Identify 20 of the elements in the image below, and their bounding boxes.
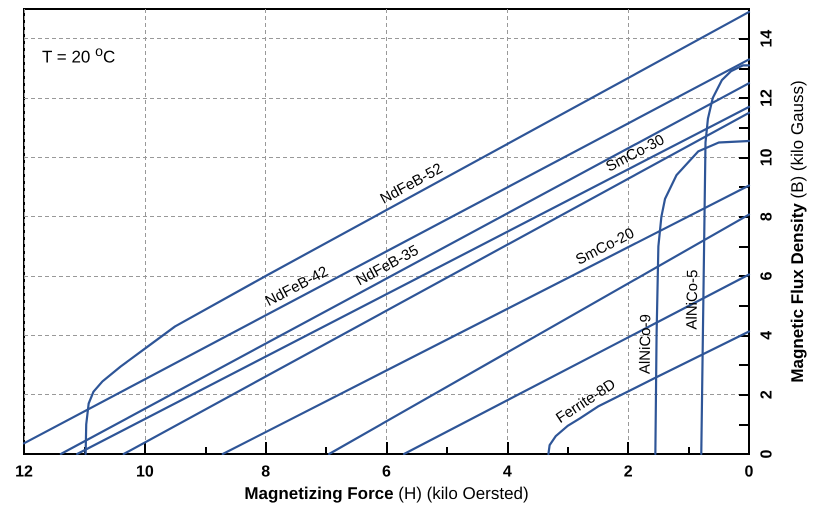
text: AlNiCo-5	[683, 269, 702, 330]
x-tick-label: 2	[624, 464, 633, 480]
x-tick-label: 12	[15, 464, 33, 480]
y-tick-label: 4	[758, 330, 776, 340]
y-axis-title: Magnetic Flux Density (B) (kilo Gauss)	[788, 80, 807, 383]
y-tick-label: 14	[758, 30, 776, 48]
x-tick-label: 6	[382, 464, 392, 480]
y-tick-label: 2	[758, 390, 776, 400]
x-axis-title: Magnetizing Force (H) (kilo Oersted)	[244, 484, 529, 503]
y-tick-label: 8	[758, 212, 776, 222]
annotation: T = 20 $^{o}$C	[42, 44, 116, 68]
x-tick-label: 0	[744, 464, 754, 480]
y-tick-label: 6	[758, 271, 776, 280]
x-tick-label: 10	[136, 464, 154, 480]
x-tick-label: 4	[502, 464, 512, 480]
y-tick-label: 10	[758, 148, 776, 166]
text: AlNiCo-9	[636, 314, 654, 374]
y-tick-label: 12	[758, 89, 776, 107]
y-tick-label: 0	[758, 449, 776, 458]
x-tick-label: 8	[261, 464, 270, 480]
